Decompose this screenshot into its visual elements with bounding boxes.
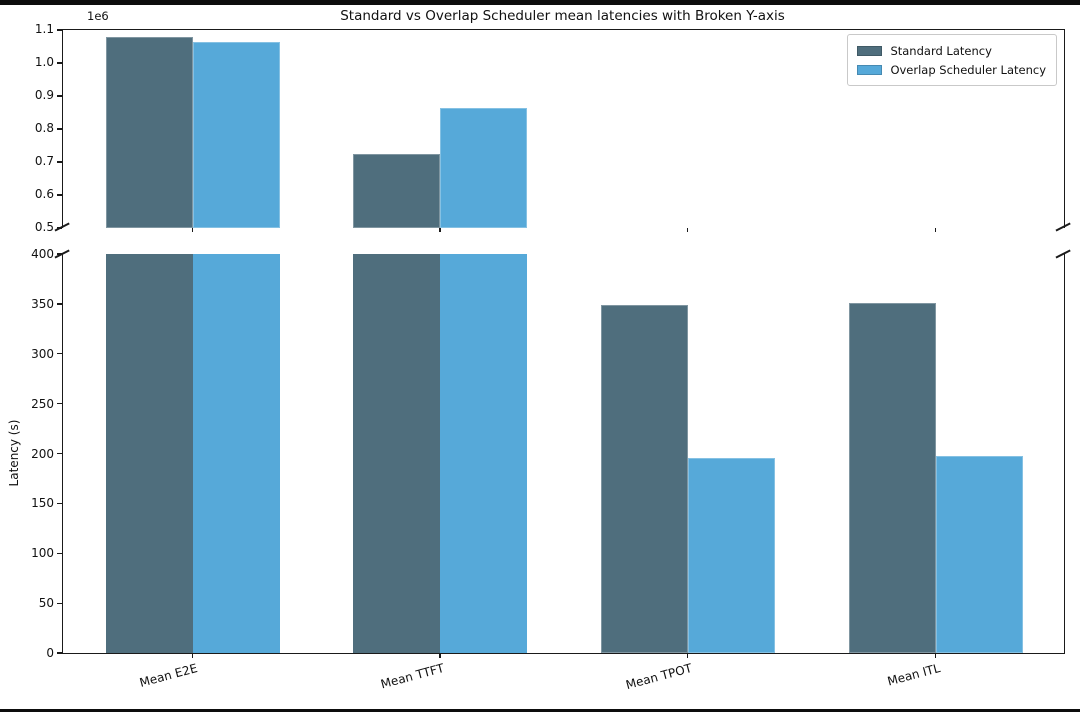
bottom-x-tick-mean-ttft (439, 654, 441, 658)
overlap-latency-swatch (857, 64, 883, 75)
top-x-tick-mean-tpot (686, 228, 688, 232)
chart-title: Standard vs Overlap Scheduler mean laten… (340, 8, 785, 24)
bottom-y-tick-label: 350 (31, 296, 54, 311)
bottom-x-tick-mean-itl (934, 654, 937, 658)
bottom-y-tick-label: 200 (31, 446, 54, 461)
top-y-tick (57, 128, 62, 130)
category-label-mean-e2e: Mean E2E (137, 661, 199, 690)
bottom-y-tick-label: 250 (31, 396, 54, 411)
top-x-tick-mean-ttft (439, 228, 441, 232)
bottom-y-tick-label: 50 (38, 596, 54, 611)
legend-entry-overlap: Overlap Scheduler Latency (857, 60, 1046, 79)
legend-label-standard: Standard Latency (890, 43, 992, 58)
bottom-y-tick (57, 403, 62, 405)
bar-overlap-scheduler-latency-mean-e2e (193, 254, 281, 653)
legend: Standard Latency Overlap Scheduler Laten… (847, 34, 1057, 86)
top-y-tick-label: 0.9 (34, 88, 54, 102)
bottom-y-tick-label: 300 (31, 346, 54, 361)
category-label-mean-ttft: Mean TTFT (379, 661, 447, 692)
standard-latency-swatch (857, 45, 883, 56)
bar-standard-latency-mean-ttft (353, 254, 441, 653)
bar-standard-latency-mean-e2e (106, 254, 194, 653)
bottom-frame-bar (0, 709, 1080, 712)
bottom-y-tick (57, 552, 62, 554)
bottom-x-tick-mean-e2e (192, 654, 194, 658)
bar-standard-latency-mean-ttft (353, 153, 441, 228)
category-label-mean-tpot: Mean TPOT (624, 661, 694, 693)
bar-overlap-scheduler-latency-mean-tpot (687, 457, 775, 653)
bar-standard-latency-mean-tpot (600, 304, 688, 653)
bar-overlap-scheduler-latency-mean-ttft (440, 107, 528, 228)
top-y-tick (57, 62, 62, 64)
category-label-mean-itl: Mean ITL (885, 661, 942, 689)
top-frame-bar (0, 0, 1080, 5)
top-y-tick-label: 0.5 (34, 220, 54, 234)
bottom-y-tick-label: 100 (31, 546, 54, 561)
bar-standard-latency-mean-itl (848, 302, 936, 653)
bottom-y-tick-label: 400 (31, 247, 54, 261)
top-y-tick (57, 161, 62, 163)
bottom-y-tick (57, 652, 62, 654)
bottom-y-tick-label: 0 (46, 646, 54, 660)
top-axes-panel (57, 29, 1065, 229)
bottom-y-tick (57, 602, 62, 604)
y-axis-offset-label: 1e6 (87, 9, 109, 23)
bottom-y-tick (57, 502, 62, 505)
bottom-y-tick (57, 452, 62, 455)
top-y-tick-label: 1.1 (34, 22, 54, 36)
legend-label-overlap: Overlap Scheduler Latency (890, 62, 1046, 77)
top-y-tick (57, 29, 62, 31)
bar-overlap-scheduler-latency-mean-e2e (193, 41, 281, 228)
bar-standard-latency-mean-e2e (106, 36, 194, 228)
bar-overlap-scheduler-latency-mean-ttft (440, 254, 528, 653)
top-y-tick-label: 1.0 (34, 55, 54, 69)
top-y-tick-label: 0.6 (34, 187, 54, 201)
top-y-tick (57, 95, 62, 97)
bottom-axes-panel (57, 253, 1065, 654)
bottom-y-tick-label: 150 (31, 496, 54, 511)
top-y-tick-label: 0.8 (34, 121, 54, 135)
top-x-tick-mean-itl (934, 228, 937, 232)
bottom-y-tick (57, 353, 62, 355)
bar-overlap-scheduler-latency-mean-itl (935, 455, 1023, 653)
bottom-x-tick-mean-tpot (686, 654, 688, 658)
top-y-tick (57, 194, 62, 196)
top-y-tick-label: 0.7 (34, 154, 54, 168)
top-x-tick-mean-e2e (192, 228, 194, 232)
legend-entry-standard: Standard Latency (857, 41, 1046, 60)
bottom-y-tick (57, 303, 62, 305)
